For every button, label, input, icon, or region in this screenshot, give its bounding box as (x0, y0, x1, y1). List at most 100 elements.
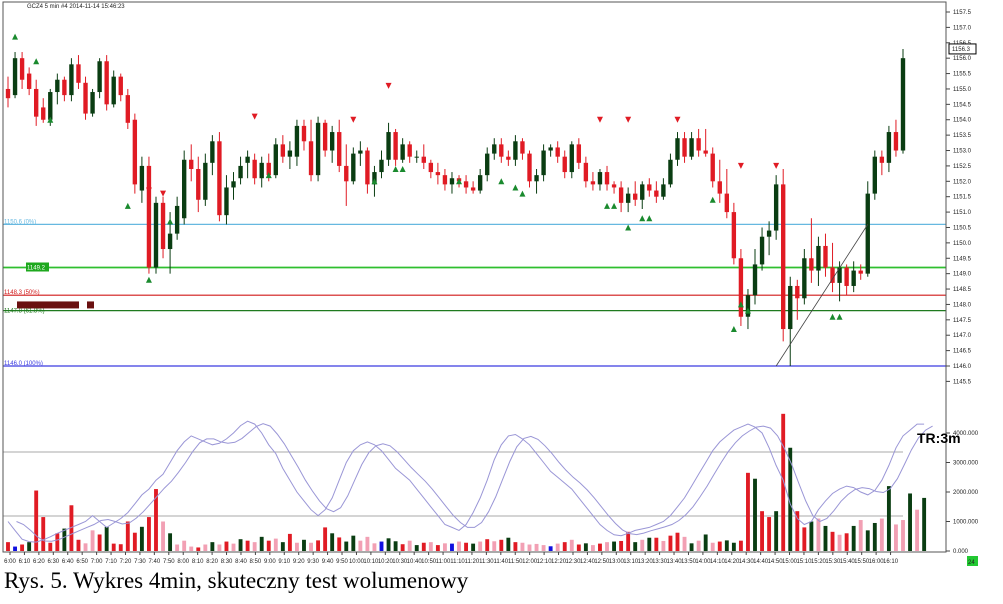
price-tick-label: 1150.5 (953, 225, 972, 231)
candle-body (12, 58, 18, 96)
candle-body (844, 267, 849, 286)
candle-body (738, 258, 744, 317)
volume-bar (210, 542, 215, 551)
volume-bar (915, 509, 920, 551)
price-tick-label: 1157.0 (953, 25, 972, 31)
time-tick-label: 13:20 (638, 559, 654, 565)
time-tick-label: 7:10 (105, 559, 117, 565)
price-tick-label: 1155.0 (953, 87, 972, 93)
volume-tick-label: 0.000 (953, 549, 969, 555)
level-label: 1150.6 (0%) (4, 219, 36, 225)
candle-body (238, 165, 243, 179)
time-tick-label: 11:00 (436, 559, 451, 565)
candle-body (837, 267, 842, 283)
candle-body (625, 193, 631, 203)
time-tick-label: 12:40 (580, 559, 596, 565)
volume-bar (520, 542, 525, 551)
arrow-up-marker (47, 116, 54, 123)
candle-body (386, 132, 391, 160)
arrow-down-marker (737, 162, 744, 169)
time-tick-label: 15:50 (854, 559, 870, 565)
candle-body (492, 144, 497, 154)
volume-bar (309, 542, 313, 551)
candle-body (633, 193, 638, 200)
time-tick-label: 11:50 (508, 559, 523, 565)
volume-bar (400, 544, 405, 551)
volume-bar (598, 543, 602, 551)
arrow-up-marker (639, 215, 646, 222)
candle-body (548, 147, 553, 151)
arrow-down-marker (625, 116, 632, 123)
volume-bar (104, 526, 109, 551)
candle-body (802, 258, 807, 299)
price-tick-label: 1147.5 (953, 318, 972, 324)
time-tick-label: 13:50 (681, 559, 697, 565)
arrow-up-marker (730, 326, 737, 333)
candle-body (196, 168, 201, 200)
candle-body (287, 150, 293, 157)
volume-tick-label: 1000.000 (953, 520, 979, 526)
time-tick-label: 7:30 (134, 559, 146, 565)
arrow-up-marker (265, 172, 272, 179)
time-tick-label: 11:10 (450, 559, 465, 565)
arrow-up-marker (611, 202, 618, 209)
candle-body (48, 92, 53, 120)
candle-body (562, 156, 567, 173)
time-tick-label: 13:00 (609, 559, 625, 565)
arrow-up-marker (829, 313, 836, 320)
time-tick-label: 9:50 (336, 559, 348, 565)
candle-body (640, 184, 645, 200)
time-tick-label: 15:00 (782, 559, 798, 565)
volume-bar (238, 539, 243, 551)
volume-bar (69, 505, 74, 551)
volume-bar (203, 544, 208, 551)
time-tick-label: 13:30 (652, 559, 668, 565)
time-tick-label: 8:00 (177, 559, 189, 565)
price-tick-label: 1152.5 (953, 164, 972, 170)
price-tick-label: 1151.5 (953, 195, 972, 201)
plot-frame (2, 1, 947, 553)
arrow-up-marker (145, 276, 152, 283)
candle-body (210, 141, 215, 163)
price-tick-label: 1148.5 (953, 287, 972, 293)
volume-bar (111, 543, 116, 551)
price-tick-label: 1145.5 (953, 379, 972, 385)
volume-bar (513, 542, 518, 551)
candle-body (203, 162, 208, 200)
candle-body (886, 132, 892, 163)
price-tick-label: 1149.0 (953, 272, 972, 278)
candle-body (217, 141, 222, 216)
arrow-up-marker (709, 196, 716, 203)
candle-body (597, 172, 603, 185)
candle-body (224, 187, 229, 216)
volume-bar (358, 540, 363, 551)
volume-bar (41, 517, 46, 551)
candle-body (111, 76, 116, 105)
signal-arrows (12, 33, 843, 333)
volume-bar (90, 530, 95, 551)
volume-bar (55, 533, 60, 551)
candle-body (344, 165, 349, 182)
volume-bar (894, 524, 898, 551)
candle-body (682, 138, 687, 157)
volume-bar (703, 534, 708, 551)
volume-bar (48, 542, 53, 551)
time-tick-label: 14:20 (724, 559, 740, 565)
volume-bar (746, 472, 750, 551)
volume-bar (287, 533, 292, 551)
volume-bar (661, 540, 666, 551)
volume-bar (710, 542, 715, 551)
level-marker (87, 301, 94, 309)
volume-bar (147, 517, 151, 551)
time-tick-label: 16:10 (883, 559, 899, 565)
candle-body (541, 150, 546, 176)
arrow-up-marker (124, 202, 131, 209)
candle-body (414, 156, 419, 158)
volume-bar (428, 542, 433, 551)
level-label-box (26, 262, 49, 272)
candle-body (463, 181, 469, 188)
volume-bar (450, 543, 454, 551)
volume-bar (541, 545, 546, 551)
candle-body (294, 125, 300, 157)
candle-body (675, 138, 680, 160)
